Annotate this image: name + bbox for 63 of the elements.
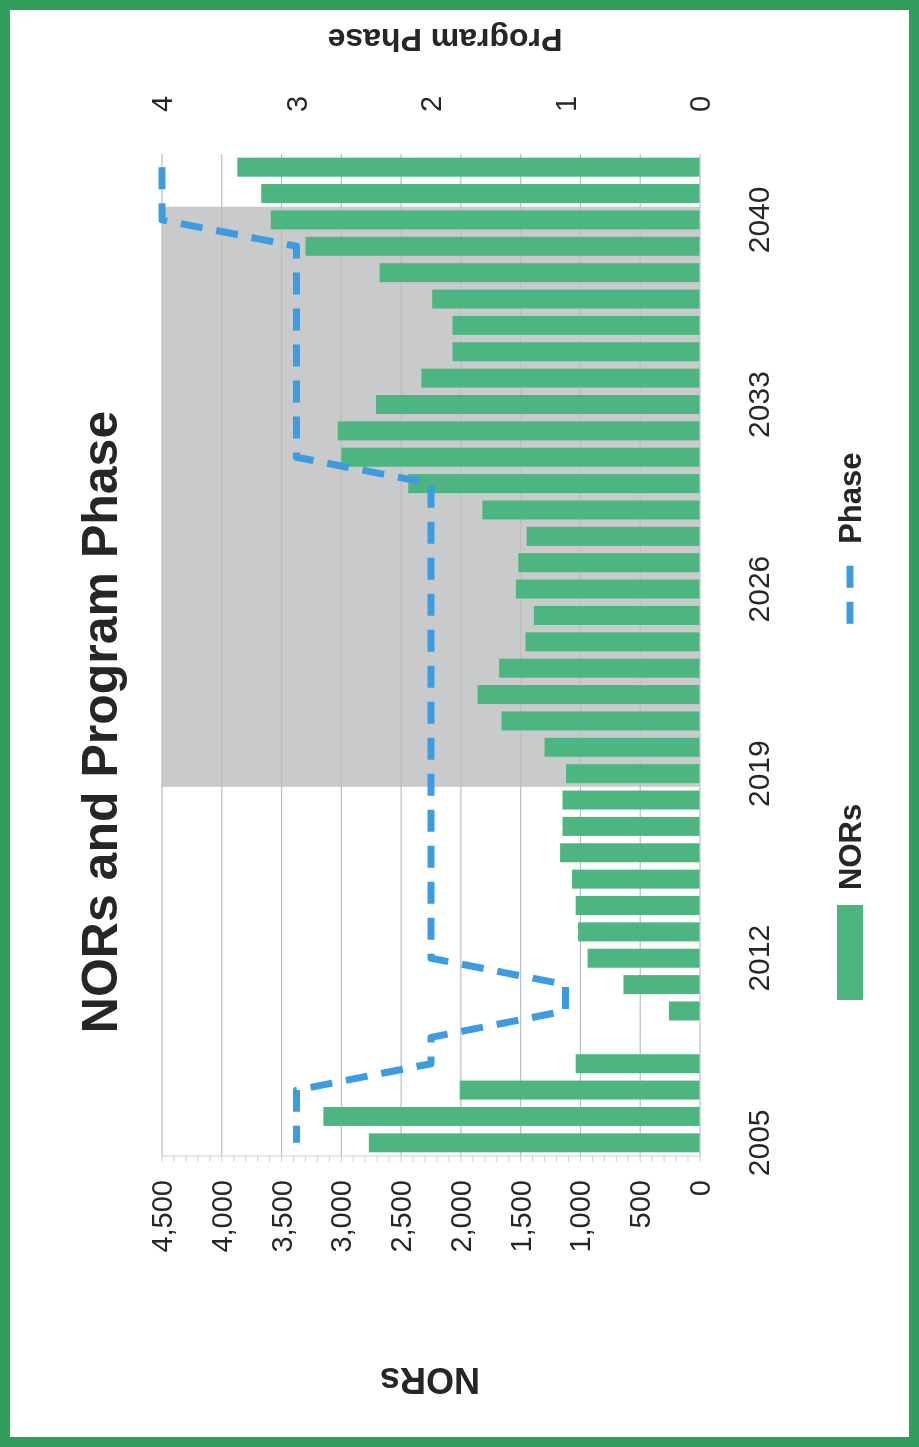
bar [305,236,700,256]
y-tick-label: 2040 [741,186,775,254]
x2-tick-label: 2 [415,95,447,113]
bar [368,1133,700,1153]
bar [452,315,700,335]
bar [578,922,700,942]
x-axis-title: NORs [379,1359,481,1401]
bar [501,711,700,731]
bar [544,737,700,757]
bar [562,816,700,836]
bar [376,395,700,414]
bar [421,368,700,388]
y-tick-label: 2026 [741,555,775,623]
y-tick-label: 2005 [741,1109,775,1177]
bar [379,263,700,283]
y-tick-label: 2012 [741,924,775,992]
bar [477,685,700,705]
text: NORs [832,803,868,890]
bar [459,1080,700,1100]
bar [452,342,700,362]
bar [587,948,700,968]
bar [533,605,700,625]
x-tick-label: 3,500 [265,1180,298,1253]
bar [432,289,700,309]
bar [525,632,700,652]
bar [270,210,700,230]
x-tick-label: 2,000 [444,1180,477,1253]
y-tick-label: 2019 [741,740,775,808]
text: NORs and Program Phase [72,410,128,1034]
bar [518,553,700,573]
bar [575,896,700,915]
bar [526,526,700,546]
bar [668,1001,700,1021]
bar [337,421,700,441]
bar [323,1106,700,1126]
x2-tick-label: 4 [146,95,178,113]
bar [560,843,700,863]
bar [575,1054,700,1074]
x2-tick-label: 3 [280,95,313,113]
x2-tick-label: 0 [684,95,716,113]
x2-tick-label: 1 [549,95,582,113]
x-tick-label: 4,000 [205,1180,238,1253]
x-tick-label: 3,000 [325,1180,358,1253]
x-tick-label: 0 [684,1180,716,1197]
bar [237,157,700,177]
x-tick-label: 500 [624,1180,657,1229]
bar [562,790,700,810]
bar [408,474,700,494]
x2-axis-title: Program Phase [327,22,563,58]
bar [623,975,700,995]
bar [261,184,700,204]
bar [566,764,700,784]
bar [341,447,700,467]
y-tick-label: 2033 [741,371,775,438]
x-tick-label: 1,000 [564,1180,597,1253]
x-tick-label: 4,500 [146,1180,178,1253]
text: Phase [832,452,868,544]
bar [515,579,700,599]
x-tick-label: 2,500 [385,1180,418,1253]
bar [499,658,700,678]
bar [482,500,700,520]
x-tick-label: 1,500 [504,1180,537,1253]
bar [572,869,700,889]
